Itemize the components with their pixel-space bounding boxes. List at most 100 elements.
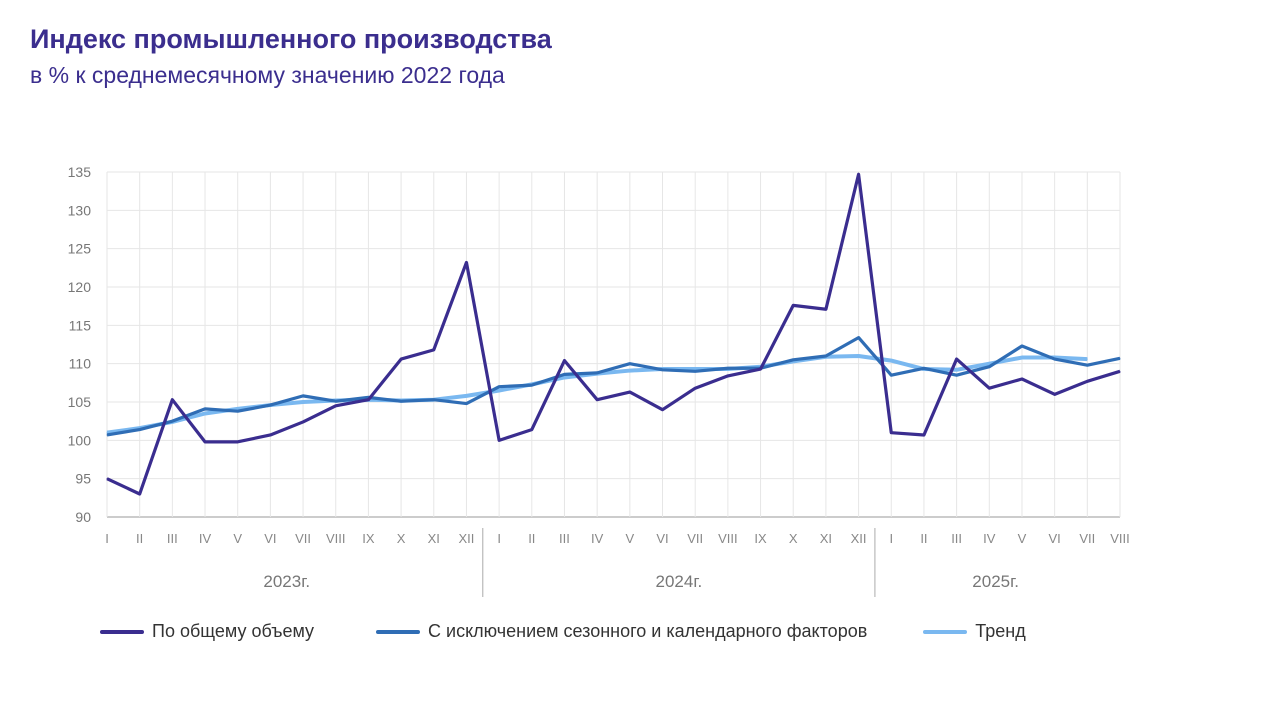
- x-tick-label: VIII: [718, 531, 738, 546]
- x-tick-label: VII: [687, 531, 703, 546]
- x-tick-label: XII: [851, 531, 867, 546]
- data-point: [694, 368, 696, 370]
- data-point: [1021, 357, 1023, 359]
- data-point: [531, 429, 533, 431]
- x-tick-label: III: [167, 531, 178, 546]
- legend: По общему объему С исключением сезонного …: [100, 621, 1082, 642]
- data-point: [596, 399, 598, 401]
- y-tick-label: 125: [68, 241, 92, 257]
- y-tick-label: 130: [68, 202, 92, 218]
- data-point: [988, 363, 990, 365]
- x-tick-label: IV: [591, 531, 604, 546]
- x-tick-label: XI: [820, 531, 832, 546]
- data-point: [139, 493, 141, 495]
- data-point: [106, 434, 108, 436]
- x-tick-label: VII: [1079, 531, 1095, 546]
- data-point: [302, 421, 304, 423]
- data-point: [204, 408, 206, 410]
- x-tick-label: VI: [1048, 531, 1060, 546]
- data-point: [1086, 358, 1088, 360]
- x-tick-label: IV: [199, 531, 212, 546]
- data-point: [825, 355, 827, 357]
- data-point: [629, 370, 631, 372]
- chart-subtitle: в % к среднемесячному значению 2022 года: [30, 62, 505, 88]
- data-point: [302, 401, 304, 403]
- x-tick-label: I: [889, 531, 893, 546]
- y-tick-label: 115: [69, 317, 92, 333]
- data-point: [1054, 358, 1056, 360]
- data-point: [433, 349, 435, 351]
- data-point: [727, 375, 729, 377]
- data-point: [858, 337, 860, 339]
- year-label: 2023г.: [263, 572, 310, 591]
- data-point: [563, 373, 565, 375]
- data-point: [1021, 378, 1023, 380]
- x-tick-label: II: [528, 531, 535, 546]
- data-point: [171, 399, 173, 401]
- data-point: [237, 408, 239, 410]
- legend-swatch: [376, 629, 421, 634]
- data-point: [400, 358, 402, 360]
- data-point: [760, 368, 762, 370]
- data-point: [1054, 393, 1056, 395]
- data-point: [465, 403, 467, 405]
- data-point: [1119, 357, 1121, 359]
- data-point: [498, 439, 500, 441]
- data-point: [858, 355, 860, 357]
- x-tick-label: IV: [983, 531, 996, 546]
- legend-swatch: [100, 629, 144, 634]
- data-point: [956, 374, 958, 376]
- data-point: [302, 395, 304, 397]
- data-point: [531, 384, 533, 386]
- series-line: [106, 172, 1121, 496]
- legend-item: С исключением сезонного и календарного ф…: [376, 621, 867, 642]
- data-point: [237, 410, 239, 412]
- x-tick-label: VI: [656, 531, 668, 546]
- data-point: [890, 360, 892, 362]
- x-tick-label: VII: [295, 531, 311, 546]
- x-tick-label: III: [951, 531, 962, 546]
- data-point: [727, 367, 729, 369]
- data-point: [237, 441, 239, 443]
- legend-label: Тренд: [975, 621, 1026, 641]
- x-tick-label: V: [1018, 531, 1027, 546]
- data-point: [465, 261, 467, 263]
- series-line: [106, 336, 1121, 437]
- x-tick-label: X: [789, 531, 798, 546]
- data-point: [1021, 345, 1023, 347]
- legend-item: Тренд: [923, 621, 1026, 642]
- data-point: [335, 405, 337, 407]
- data-point: [106, 478, 108, 480]
- y-tick-label: 110: [69, 356, 92, 372]
- legend-item: По общему объему: [100, 621, 314, 642]
- x-tick-label: VIII: [326, 531, 346, 546]
- data-point: [825, 308, 827, 310]
- data-point: [171, 420, 173, 422]
- data-point: [988, 366, 990, 368]
- data-point: [792, 304, 794, 306]
- data-point: [694, 370, 696, 372]
- data-point: [1119, 370, 1121, 372]
- data-point: [367, 399, 369, 401]
- x-tick-label: XII: [458, 531, 474, 546]
- data-point: [792, 359, 794, 361]
- data-point: [956, 369, 958, 371]
- legend-label: По общему объему: [152, 621, 315, 641]
- data-point: [923, 367, 925, 369]
- x-tick-label: IX: [754, 531, 767, 546]
- data-point: [498, 386, 500, 388]
- data-point: [563, 376, 565, 378]
- year-label: 2024г.: [656, 572, 703, 591]
- y-tick-label: 120: [68, 279, 92, 295]
- data-point: [204, 413, 206, 414]
- data-point: [1086, 364, 1088, 366]
- y-tick-label: 105: [68, 394, 92, 410]
- y-tick-label: 100: [68, 432, 92, 448]
- x-tick-label: XI: [428, 531, 440, 546]
- x-tick-label: V: [626, 531, 635, 546]
- data-point: [629, 363, 631, 365]
- data-point: [139, 429, 141, 431]
- data-point: [465, 395, 467, 397]
- x-tick-label: IX: [362, 531, 375, 546]
